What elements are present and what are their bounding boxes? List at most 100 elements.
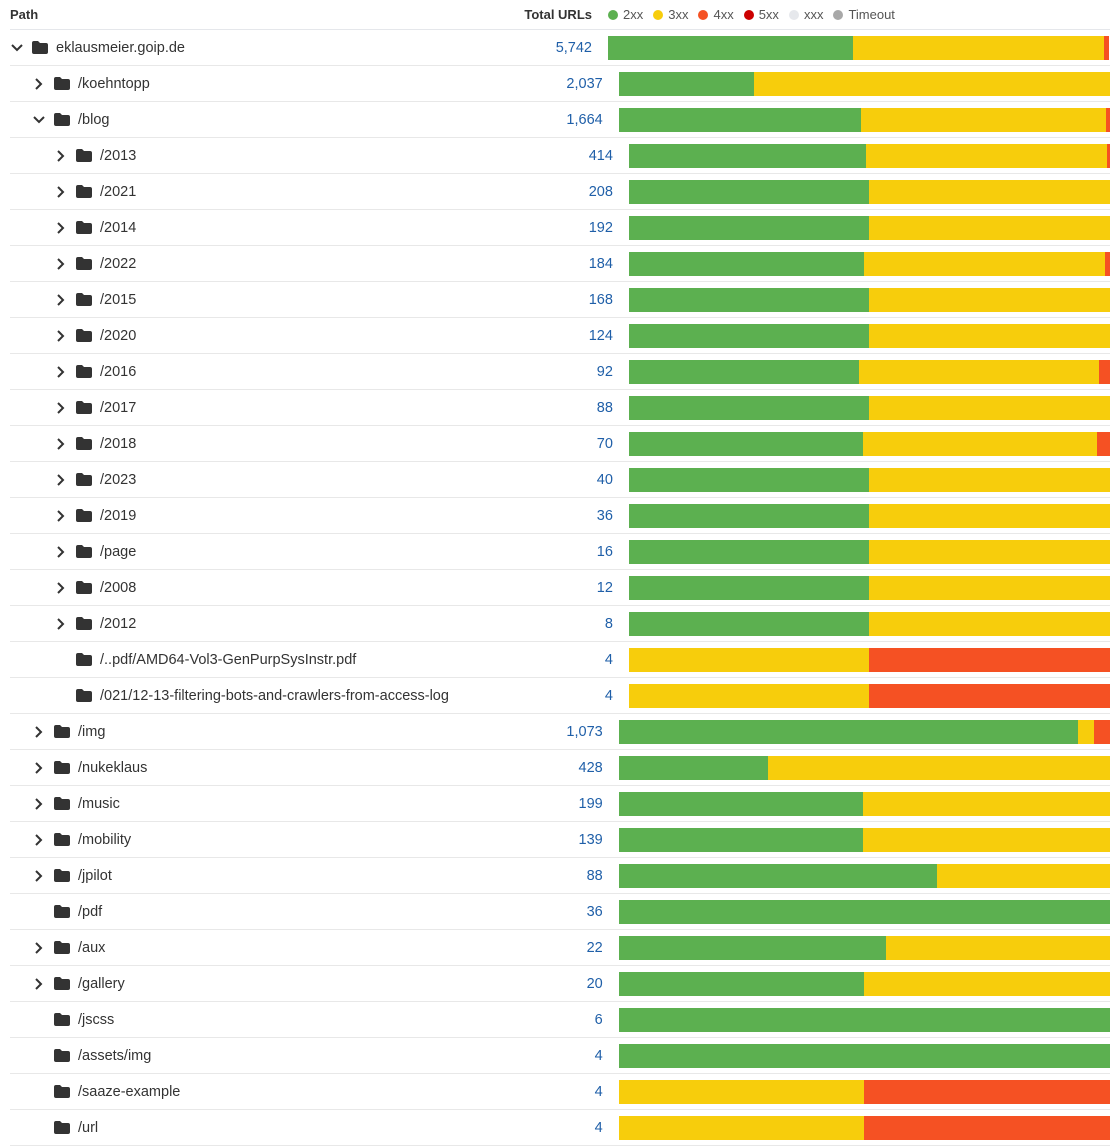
total-urls-link[interactable]: 208 bbox=[588, 183, 613, 200]
total-urls-link[interactable]: 168 bbox=[588, 291, 613, 308]
bar-segment-3xx[interactable] bbox=[869, 467, 1110, 492]
bar-segment-3xx[interactable] bbox=[618, 1079, 865, 1104]
chevron-right-icon[interactable] bbox=[54, 545, 68, 559]
bar-segment-3xx[interactable] bbox=[853, 35, 1104, 60]
bar-segment-4xx[interactable] bbox=[864, 1079, 1110, 1104]
path-label[interactable]: /021/12-13-filtering-bots-and-crawlers-f… bbox=[100, 687, 449, 704]
bar-segment-3xx[interactable] bbox=[768, 755, 1110, 780]
path-label[interactable]: /2023 bbox=[100, 471, 137, 488]
path-label[interactable]: /page bbox=[100, 543, 137, 560]
total-urls-link[interactable]: 124 bbox=[588, 327, 613, 344]
path-label[interactable]: /2014 bbox=[100, 219, 137, 236]
table-row[interactable]: /gallery 20 bbox=[10, 966, 1110, 1002]
path-label[interactable]: /assets/img bbox=[78, 1047, 152, 1064]
table-row[interactable]: /mobility 139 bbox=[10, 822, 1110, 858]
total-urls-link[interactable]: 12 bbox=[596, 579, 613, 596]
table-row[interactable]: /2013 414 bbox=[10, 138, 1110, 174]
bar-segment-4xx[interactable] bbox=[1106, 107, 1110, 132]
bar-segment-2xx[interactable] bbox=[608, 35, 854, 60]
status-distribution-bar[interactable] bbox=[628, 251, 1110, 276]
path-label[interactable]: /2020 bbox=[100, 327, 137, 344]
bar-segment-3xx[interactable] bbox=[869, 287, 1110, 312]
total-urls-column-header[interactable]: Total URLs bbox=[524, 7, 592, 22]
chevron-right-icon[interactable] bbox=[32, 869, 46, 883]
bar-segment-2xx[interactable] bbox=[628, 539, 870, 564]
table-row[interactable]: /2019 36 bbox=[10, 498, 1110, 534]
chevron-right-icon[interactable] bbox=[54, 149, 68, 163]
bar-segment-2xx[interactable] bbox=[628, 359, 859, 384]
status-distribution-bar[interactable] bbox=[628, 179, 1110, 204]
path-label[interactable]: /jpilot bbox=[78, 867, 112, 884]
table-row[interactable]: /page 16 bbox=[10, 534, 1110, 570]
chevron-right-icon[interactable] bbox=[54, 257, 68, 271]
bar-segment-3xx[interactable] bbox=[862, 827, 1110, 852]
bar-segment-2xx[interactable] bbox=[628, 467, 870, 492]
status-distribution-bar[interactable] bbox=[618, 1007, 1110, 1032]
path-label[interactable]: /2015 bbox=[100, 291, 137, 308]
chevron-right-icon[interactable] bbox=[54, 617, 68, 631]
status-distribution-bar[interactable] bbox=[628, 215, 1110, 240]
path-label[interactable]: /gallery bbox=[78, 975, 125, 992]
total-urls-link[interactable]: 22 bbox=[586, 939, 603, 956]
table-row[interactable]: /music 199 bbox=[10, 786, 1110, 822]
table-row[interactable]: /..pdf/AMD64-Vol3-GenPurpSysInstr.pdf 4 bbox=[10, 642, 1110, 678]
chevron-down-icon[interactable] bbox=[32, 113, 46, 127]
bar-segment-4xx[interactable] bbox=[869, 647, 1110, 672]
table-row[interactable]: /2015 168 bbox=[10, 282, 1110, 318]
table-row[interactable]: /blog 1,664 bbox=[10, 102, 1110, 138]
chevron-down-icon[interactable] bbox=[10, 41, 24, 55]
bar-segment-3xx[interactable] bbox=[858, 359, 1100, 384]
bar-segment-3xx[interactable] bbox=[869, 179, 1110, 204]
status-distribution-bar[interactable] bbox=[628, 575, 1110, 600]
table-row[interactable]: /nukeklaus 428 bbox=[10, 750, 1110, 786]
chevron-right-icon[interactable] bbox=[54, 581, 68, 595]
bar-segment-4xx[interactable] bbox=[869, 683, 1110, 708]
table-row[interactable]: /2008 12 bbox=[10, 570, 1110, 606]
total-urls-link[interactable]: 4 bbox=[604, 651, 613, 668]
path-label[interactable]: /music bbox=[78, 795, 120, 812]
chevron-right-icon[interactable] bbox=[54, 401, 68, 415]
path-label[interactable]: /blog bbox=[78, 111, 110, 128]
bar-segment-2xx[interactable] bbox=[618, 863, 938, 888]
status-distribution-bar[interactable] bbox=[608, 35, 1109, 60]
chevron-right-icon[interactable] bbox=[54, 509, 68, 523]
status-distribution-bar[interactable] bbox=[628, 395, 1110, 420]
bar-segment-2xx[interactable] bbox=[628, 395, 870, 420]
bar-segment-2xx[interactable] bbox=[618, 71, 754, 96]
bar-segment-4xx[interactable] bbox=[1093, 719, 1110, 744]
table-row[interactable]: /assets/img 4 bbox=[10, 1038, 1110, 1074]
total-urls-link[interactable]: 428 bbox=[578, 759, 603, 776]
bar-segment-2xx[interactable] bbox=[628, 287, 870, 312]
bar-segment-3xx[interactable] bbox=[628, 683, 870, 708]
path-label[interactable]: /jscss bbox=[78, 1011, 115, 1028]
path-label[interactable]: /nukeklaus bbox=[78, 759, 148, 776]
status-distribution-bar[interactable] bbox=[618, 107, 1110, 132]
bar-segment-3xx[interactable] bbox=[869, 323, 1110, 348]
bar-segment-3xx[interactable] bbox=[866, 143, 1108, 168]
path-label[interactable]: /img bbox=[78, 723, 106, 740]
bar-segment-3xx[interactable] bbox=[869, 539, 1110, 564]
total-urls-link[interactable]: 184 bbox=[588, 255, 613, 272]
chevron-right-icon[interactable] bbox=[32, 77, 46, 91]
bar-segment-2xx[interactable] bbox=[628, 575, 870, 600]
path-label[interactable]: /2008 bbox=[100, 579, 137, 596]
bar-segment-2xx[interactable] bbox=[628, 179, 870, 204]
bar-segment-3xx[interactable] bbox=[869, 395, 1110, 420]
status-distribution-bar[interactable] bbox=[628, 683, 1110, 708]
total-urls-link[interactable]: 36 bbox=[596, 507, 613, 524]
path-label[interactable]: /saaze-example bbox=[78, 1083, 181, 1100]
status-distribution-bar[interactable] bbox=[618, 791, 1110, 816]
status-distribution-bar[interactable] bbox=[618, 827, 1110, 852]
path-label[interactable]: eklausmeier.goip.de bbox=[56, 39, 185, 56]
bar-segment-3xx[interactable] bbox=[869, 575, 1110, 600]
bar-segment-4xx[interactable] bbox=[1107, 143, 1110, 168]
bar-segment-2xx[interactable] bbox=[628, 323, 870, 348]
status-distribution-bar[interactable] bbox=[618, 971, 1110, 996]
table-row[interactable]: /jpilot 88 bbox=[10, 858, 1110, 894]
chevron-right-icon[interactable] bbox=[54, 365, 68, 379]
status-distribution-bar[interactable] bbox=[628, 647, 1110, 672]
total-urls-link[interactable]: 36 bbox=[586, 903, 603, 920]
bar-segment-2xx[interactable] bbox=[618, 827, 863, 852]
total-urls-link[interactable]: 8 bbox=[604, 615, 613, 632]
chevron-right-icon[interactable] bbox=[54, 185, 68, 199]
